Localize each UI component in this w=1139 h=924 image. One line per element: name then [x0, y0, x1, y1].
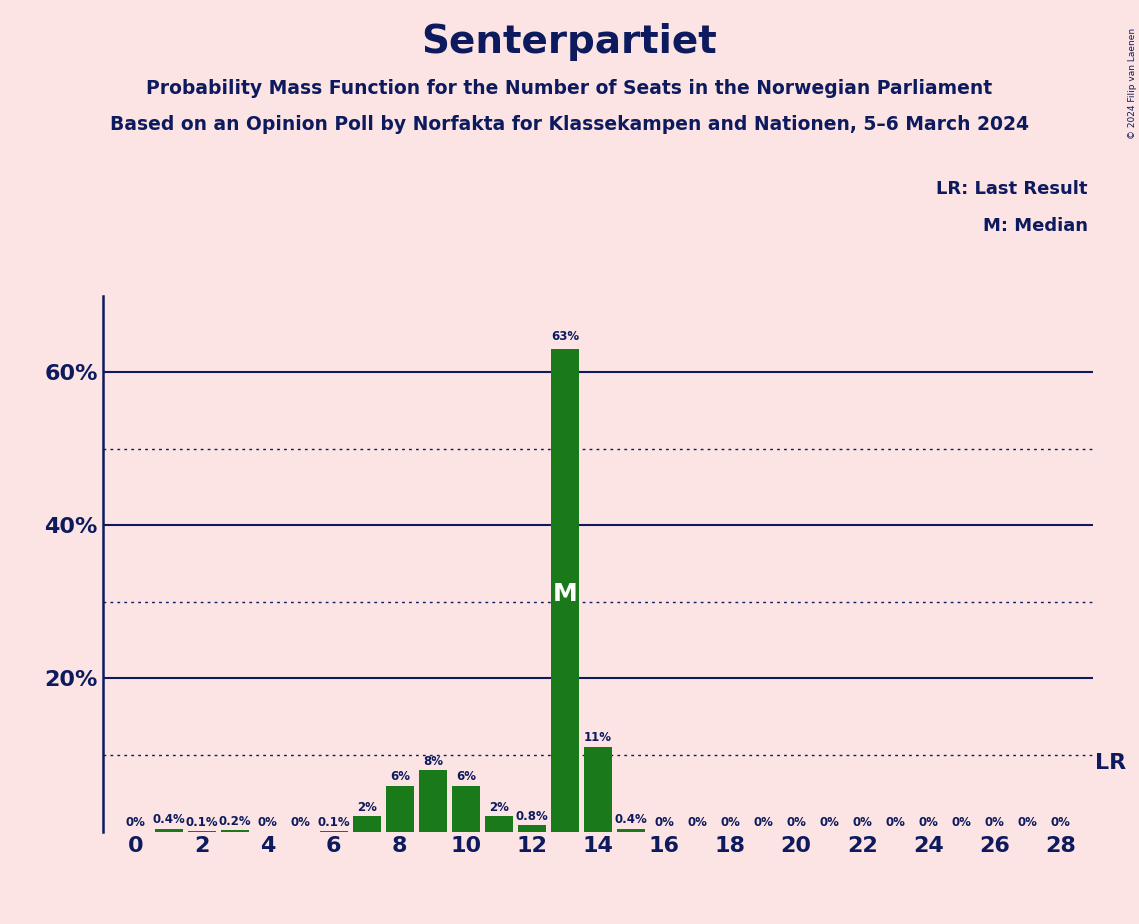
Text: 2%: 2% — [489, 801, 509, 814]
Text: 2%: 2% — [357, 801, 377, 814]
Bar — [221, 830, 248, 832]
Text: 11%: 11% — [584, 731, 612, 744]
Bar — [386, 785, 413, 832]
Text: LR: Last Result: LR: Last Result — [936, 180, 1088, 198]
Text: 0%: 0% — [654, 816, 674, 830]
Text: 0%: 0% — [885, 816, 906, 830]
Text: 0.4%: 0.4% — [153, 813, 185, 826]
Text: 0.1%: 0.1% — [186, 816, 218, 829]
Text: © 2024 Filip van Laenen: © 2024 Filip van Laenen — [1128, 28, 1137, 139]
Text: 0%: 0% — [1017, 816, 1038, 830]
Bar — [419, 771, 446, 832]
Text: 0%: 0% — [257, 816, 278, 830]
Text: 63%: 63% — [551, 330, 579, 343]
Text: 0%: 0% — [720, 816, 740, 830]
Text: Probability Mass Function for the Number of Seats in the Norwegian Parliament: Probability Mass Function for the Number… — [147, 79, 992, 98]
Text: 6%: 6% — [456, 771, 476, 784]
Text: 0%: 0% — [951, 816, 972, 830]
Text: 0%: 0% — [125, 816, 146, 830]
Text: 0%: 0% — [918, 816, 939, 830]
Text: Senterpartiet: Senterpartiet — [421, 23, 718, 61]
Text: 0.8%: 0.8% — [516, 810, 548, 823]
Text: 0%: 0% — [687, 816, 707, 830]
Text: 0%: 0% — [786, 816, 806, 830]
Text: M: M — [552, 582, 577, 606]
Text: 0%: 0% — [753, 816, 773, 830]
Text: 0%: 0% — [290, 816, 311, 830]
Bar — [518, 825, 546, 832]
Text: 0%: 0% — [1050, 816, 1071, 830]
Text: 0%: 0% — [852, 816, 872, 830]
Text: Based on an Opinion Poll by Norfakta for Klassekampen and Nationen, 5–6 March 20: Based on an Opinion Poll by Norfakta for… — [110, 116, 1029, 135]
Text: 6%: 6% — [390, 771, 410, 784]
Text: 0%: 0% — [984, 816, 1005, 830]
Bar — [617, 829, 645, 832]
Bar — [155, 829, 182, 832]
Bar — [551, 349, 579, 832]
Text: LR: LR — [1096, 753, 1126, 772]
Text: 0.2%: 0.2% — [219, 815, 251, 828]
Bar — [485, 816, 513, 832]
Text: 8%: 8% — [423, 755, 443, 768]
Text: M: Median: M: Median — [983, 217, 1088, 235]
Bar — [584, 748, 612, 832]
Text: 0.4%: 0.4% — [615, 813, 647, 826]
Bar — [452, 785, 480, 832]
Text: 0.1%: 0.1% — [318, 816, 350, 829]
Text: 0%: 0% — [819, 816, 839, 830]
Bar — [353, 816, 380, 832]
